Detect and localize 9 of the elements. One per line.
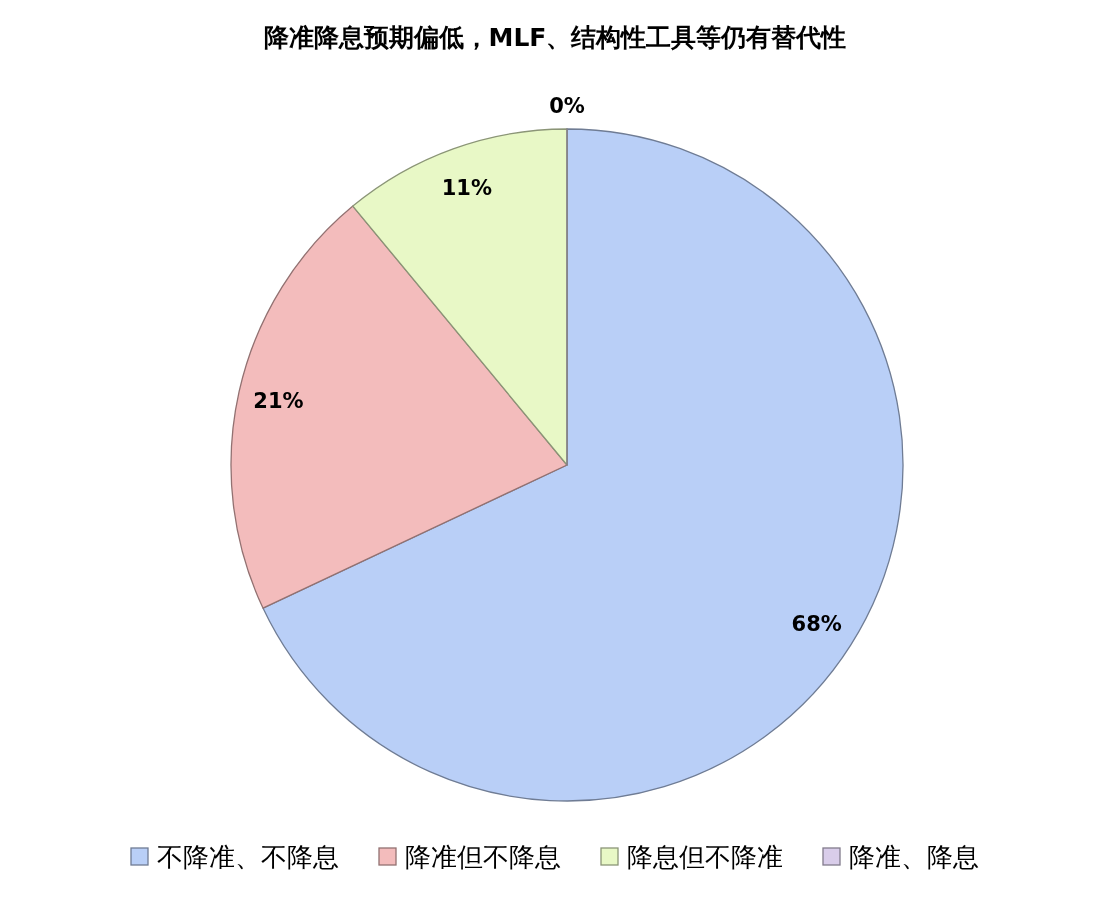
legend-label: 降息但不降准 — [627, 842, 783, 872]
legend-label: 降准但不降息 — [405, 842, 561, 872]
data-label: 21% — [253, 389, 304, 414]
data-label: 11% — [441, 175, 492, 200]
chart-title: 降准降息预期偏低，MLF、结构性工具等仍有替代性 — [263, 23, 847, 52]
legend-label: 不降准、不降息 — [157, 842, 339, 872]
legend-label: 降准、降息 — [849, 842, 979, 872]
text: 0% — [549, 94, 585, 118]
data-label: 68% — [791, 612, 842, 637]
